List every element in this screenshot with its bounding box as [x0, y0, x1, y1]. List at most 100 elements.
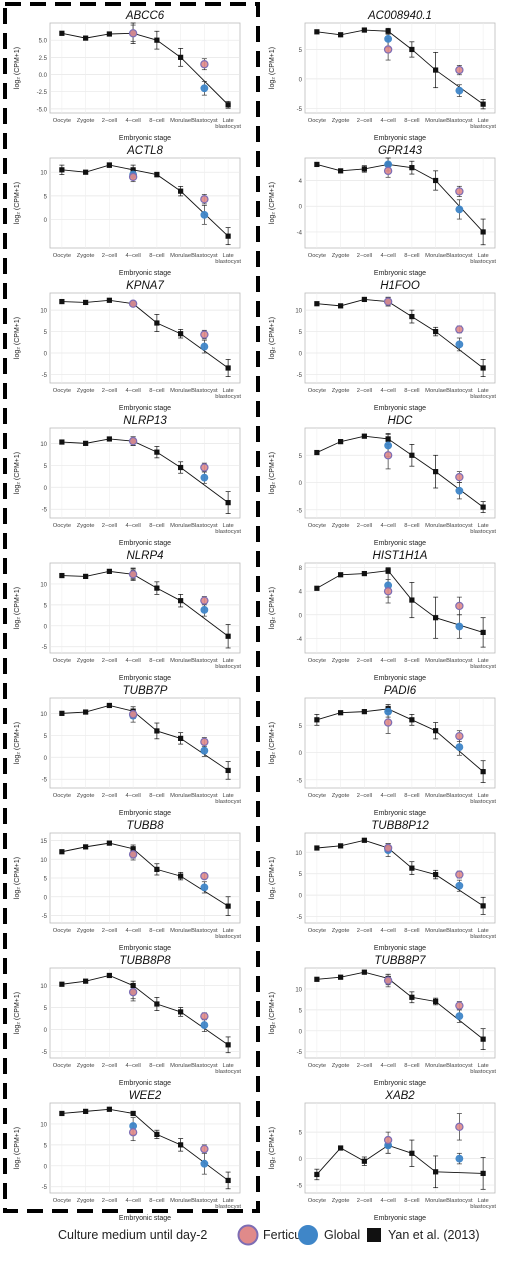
x-tick-label: Late	[222, 928, 233, 934]
point-global	[200, 1021, 209, 1029]
point-yan	[385, 28, 391, 34]
y-tick-label: 2.5	[39, 56, 48, 62]
point-yan	[59, 1110, 65, 1117]
x-tick-label: Blastocyst	[446, 793, 473, 799]
y-axis-label: log₂ (CPM+1)	[269, 587, 276, 629]
point-yan	[130, 1110, 136, 1117]
point-ferticult	[200, 195, 209, 204]
point-yan	[338, 974, 344, 980]
point-yan	[338, 843, 344, 849]
panel-padi6: PADI6 -5 0 5 Oocyte Zygote 2−cell 4−cell 8−cell M…	[269, 685, 496, 817]
x-tick-label: blastocyst	[215, 529, 241, 535]
x-axis-label: Embryonic stage	[374, 1080, 426, 1087]
y-tick-label: -5	[297, 915, 303, 921]
point-yan	[409, 46, 415, 53]
point-yan	[59, 710, 65, 716]
point-global	[455, 881, 464, 890]
x-tick-label: Zygote	[332, 1063, 350, 1069]
point-yan	[338, 32, 344, 38]
point-ferticult	[383, 976, 393, 985]
y-tick-label: 5	[299, 454, 303, 460]
point-yan	[106, 436, 112, 442]
point-yan	[433, 1169, 439, 1175]
point-yan	[314, 845, 320, 851]
panel-kpna7: KPNA7 -5 0 5 10 Oocyte Zygote 2−cell 4−cell 8−cel…	[14, 280, 241, 412]
point-global	[455, 622, 464, 631]
x-tick-label: Late	[222, 118, 233, 124]
point-yan	[385, 568, 391, 574]
point-global	[455, 486, 464, 495]
point-yan	[338, 572, 344, 578]
x-tick-label: blastocyst	[215, 664, 241, 670]
x-tick-label: Morulae	[425, 1198, 446, 1204]
x-tick-label: blastocyst	[470, 1204, 496, 1210]
plot-area	[304, 697, 496, 789]
x-tick-label: Zygote	[77, 658, 95, 664]
x-tick-label: 4−cell	[125, 388, 140, 394]
y-tick-label: 10	[40, 582, 47, 588]
point-yan	[225, 767, 231, 774]
y-tick-label: 0	[299, 205, 303, 211]
point-ferticult	[128, 710, 138, 719]
point-yan	[433, 469, 439, 475]
legend: Culture medium until day-2 Ferticult Glo…	[0, 1218, 505, 1258]
y-tick-label: -5	[42, 508, 48, 514]
x-tick-label: Zygote	[332, 1198, 350, 1204]
x-tick-label: 8−cell	[404, 118, 419, 124]
panel-abcc6: ABCC6 -5.0 -2.5 0.0 2.5 5.0 Oocyte Zygote 2−cell…	[14, 10, 241, 142]
point-global	[200, 1159, 209, 1168]
point-yan	[59, 439, 65, 445]
x-tick-label: Oocyte	[308, 523, 326, 529]
point-yan	[361, 709, 367, 715]
y-axis-label: log₂ (CPM+1)	[14, 587, 21, 629]
point-yan	[409, 313, 415, 320]
y-tick-label: 5	[299, 872, 303, 878]
x-tick-label: blastocyst	[215, 1069, 241, 1075]
point-yan	[480, 101, 486, 107]
x-tick-label: 8−cell	[149, 1198, 164, 1204]
y-tick-label: 10	[295, 309, 302, 315]
x-tick-label: Zygote	[77, 523, 95, 529]
point-yan	[480, 769, 486, 775]
panel-title: ABCC6	[125, 10, 165, 22]
x-tick-label: 2−cell	[357, 928, 372, 934]
x-tick-label: blastocyst	[215, 124, 241, 130]
point-yan	[480, 365, 486, 371]
x-tick-label: Late	[477, 253, 488, 259]
point-ferticult	[200, 737, 209, 747]
point-ferticult	[383, 166, 393, 176]
x-axis-label: Embryonic stage	[374, 405, 426, 412]
point-yan	[314, 585, 320, 591]
x-tick-label: Oocyte	[53, 658, 71, 664]
plot-area	[304, 292, 496, 384]
x-tick-label: 4−cell	[380, 1198, 395, 1204]
point-yan	[338, 1145, 344, 1151]
point-yan	[83, 1108, 89, 1114]
point-ferticult	[455, 1122, 464, 1132]
panel-h1foo: H1FOO -5 0 5 10 Oocyte Zygote 2−cell 4−cell 8−cel…	[269, 280, 496, 412]
point-global	[200, 883, 209, 892]
panel-title: HDC	[388, 415, 414, 427]
point-yan	[83, 35, 89, 41]
x-tick-label: Blastocyst	[191, 523, 218, 529]
panel-wee2: WEE2 -5 0 5 10 Oocyte Zygote 2−cell 4−cell 8−cell…	[14, 1090, 241, 1222]
y-tick-label: 5	[299, 1131, 303, 1137]
x-tick-label: 4−cell	[380, 928, 395, 934]
x-tick-label: Oocyte	[308, 928, 326, 934]
point-yan	[433, 871, 439, 878]
x-tick-label: 8−cell	[149, 118, 164, 124]
x-tick-label: Oocyte	[308, 388, 326, 394]
x-tick-label: Blastocyst	[191, 658, 218, 664]
point-ferticult	[128, 1128, 138, 1137]
point-yan	[409, 1150, 415, 1156]
point-ferticult	[383, 587, 393, 596]
point-yan	[361, 296, 367, 303]
y-tick-label: 5	[299, 330, 303, 336]
point-yan	[225, 903, 231, 909]
x-tick-label: 4−cell	[125, 1198, 140, 1204]
y-tick-label: -5	[297, 778, 303, 784]
y-tick-label: 0	[44, 486, 48, 492]
point-yan	[314, 161, 320, 168]
point-ferticult	[200, 330, 209, 339]
x-tick-label: 2−cell	[102, 253, 117, 259]
